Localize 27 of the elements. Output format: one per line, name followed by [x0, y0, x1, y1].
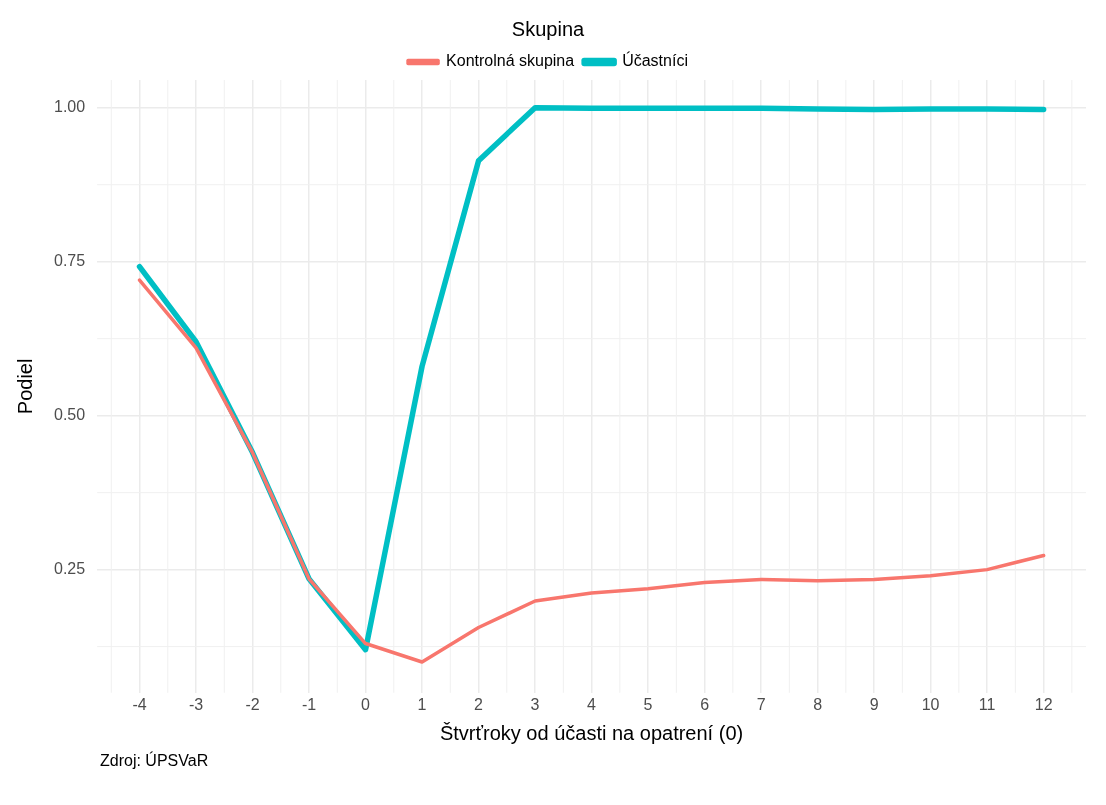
- y-tick-label: 0.50: [54, 406, 86, 424]
- x-tick-label: 0: [361, 695, 371, 713]
- x-tick-label: 8: [813, 695, 823, 713]
- x-tick-label: 5: [643, 695, 653, 713]
- x-tick-label: 2: [474, 695, 484, 713]
- x-tick-label: 7: [756, 695, 766, 713]
- legend-label: Kontrolná skupina: [446, 52, 575, 70]
- text: Zdroj: ÚPSVaR: [100, 752, 209, 770]
- y-tick-label: 0.25: [54, 560, 86, 578]
- x-tick-label: 1: [417, 695, 427, 713]
- legend-title: Skupina: [511, 17, 586, 40]
- x-tick-label: 10: [921, 695, 940, 713]
- x-tick-label: 11: [978, 695, 996, 713]
- x-tick-label: 4: [587, 695, 597, 713]
- x-axis-title: Štvrťroky od účasti na opatrení (0): [439, 721, 744, 744]
- x-tick-label: -2: [245, 695, 260, 713]
- legend-label: Účastníci: [622, 51, 688, 70]
- y-tick-label: 1.00: [54, 98, 86, 116]
- x-tick-label: 12: [1034, 695, 1053, 713]
- x-tick-label: -3: [188, 695, 204, 713]
- x-tick-label: 9: [869, 695, 879, 713]
- y-tick-label: 0.75: [54, 252, 86, 270]
- y-axis-title: Podiel: [13, 358, 36, 415]
- x-tick-label: -4: [132, 695, 147, 713]
- x-tick-label: 3: [530, 695, 540, 713]
- x-tick-label: 6: [700, 695, 710, 713]
- x-tick-label: -1: [301, 695, 317, 713]
